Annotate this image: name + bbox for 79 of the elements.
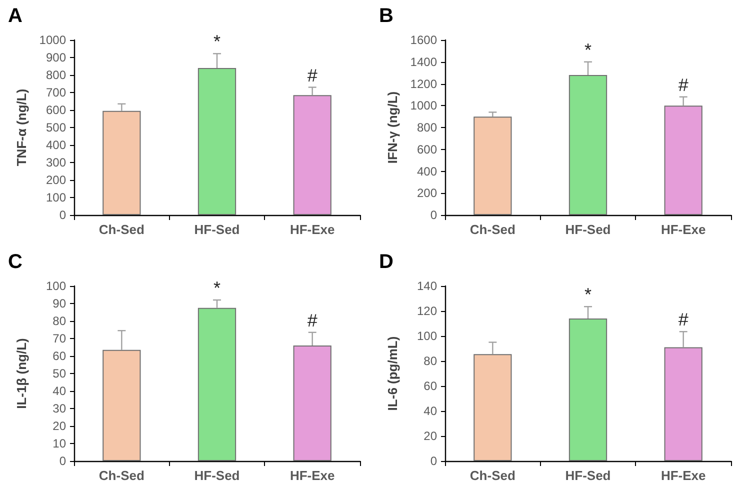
y-tick-label: 900 [46, 50, 66, 64]
y-tick-label: 200 [416, 186, 438, 200]
y-tick-label: 1000 [410, 98, 438, 113]
y-tick-label: 120 [416, 304, 438, 318]
y-axis-title: TNF-α (ng/L) [14, 88, 29, 166]
y-tick-label: 30 [52, 402, 66, 416]
y-tick-label: 200 [46, 173, 66, 187]
y-tick-label: 800 [416, 120, 438, 134]
x-tick-label: HF-Sed [565, 468, 611, 483]
y-tick-label: 500 [46, 120, 66, 134]
bar [102, 350, 141, 461]
bar [198, 308, 236, 461]
y-tick-label: 600 [416, 142, 438, 156]
x-tick-label: HF-Exe [660, 222, 706, 237]
y-tick-label: 60 [52, 349, 66, 363]
y-tick-label: 0 [59, 208, 66, 222]
x-tick-label: HF-Sed [194, 468, 240, 483]
bar [664, 347, 702, 461]
y-tick-label: 80 [424, 354, 438, 368]
chart-title: B [379, 5, 394, 27]
bar [293, 95, 332, 215]
annotation: * [213, 32, 221, 52]
chart-title: A [8, 5, 22, 27]
y-tick-label: 90 [52, 296, 66, 310]
y-tick-label: 100 [46, 279, 66, 293]
annotation: * [584, 284, 592, 305]
x-tick-label: Ch-Sed [98, 468, 144, 483]
y-tick-label: 20 [424, 429, 438, 443]
x-tick-label: Ch-Sed [98, 222, 144, 237]
x-tick-label: HF-Sed [565, 222, 611, 237]
y-tick-label: 100 [416, 329, 438, 343]
y-tick-label: 700 [46, 86, 66, 100]
y-tick-label: 50 [52, 366, 66, 380]
y-axis-title: IL-6 (pg/mL) [385, 336, 400, 411]
y-tick-label: 400 [46, 138, 66, 152]
y-tick-label: 20 [52, 419, 66, 433]
y-tick-label: 800 [46, 68, 66, 82]
y-tick-label: 80 [52, 314, 66, 328]
x-tick-label: Ch-Sed [470, 468, 516, 483]
y-tick-label: 0 [59, 454, 66, 468]
annotation: # [307, 65, 318, 86]
y-tick-label: 1200 [410, 76, 438, 91]
y-tick-label: 0 [430, 208, 438, 222]
y-tick-label: 1400 [410, 54, 438, 69]
x-tick-label: HF-Exe [660, 468, 706, 483]
bar [568, 318, 608, 461]
bar [293, 346, 332, 461]
annotation: # [678, 74, 688, 95]
y-tick-label: 600 [46, 103, 66, 117]
x-tick-label: HF-Exe [290, 468, 335, 483]
annotation: * [213, 278, 221, 298]
y-tick-label: 0 [430, 454, 438, 468]
x-tick-label: HF-Exe [290, 222, 335, 237]
x-tick-label: Ch-Sed [470, 222, 516, 237]
annotation: # [678, 310, 688, 330]
y-tick-label: 1000 [39, 33, 66, 47]
y-tick-label: 70 [52, 332, 66, 346]
chart-title: C [8, 251, 22, 273]
annotation: * [584, 40, 592, 60]
y-tick-label: 60 [424, 379, 438, 393]
y-axis-title: IFN-γ (ng/L) [385, 91, 400, 164]
y-tick-label: 40 [424, 404, 438, 418]
bar [474, 354, 512, 461]
y-tick-label: 400 [416, 164, 438, 178]
bar [474, 116, 512, 215]
y-tick-label: 40 [52, 384, 66, 398]
x-tick-label: HF-Sed [194, 222, 240, 237]
chart-title: D [379, 251, 394, 273]
y-tick-label: 140 [416, 279, 438, 293]
annotation: # [307, 310, 318, 330]
bar [568, 75, 608, 215]
y-tick-label: 100 [46, 190, 66, 204]
y-tick-label: 300 [46, 156, 66, 170]
bar [664, 106, 702, 215]
y-axis-title: IL-1β (ng/L) [14, 338, 29, 409]
bar [198, 68, 236, 215]
y-tick-label: 1600 [410, 33, 438, 47]
y-tick-label: 10 [52, 436, 66, 450]
bar [102, 110, 141, 215]
